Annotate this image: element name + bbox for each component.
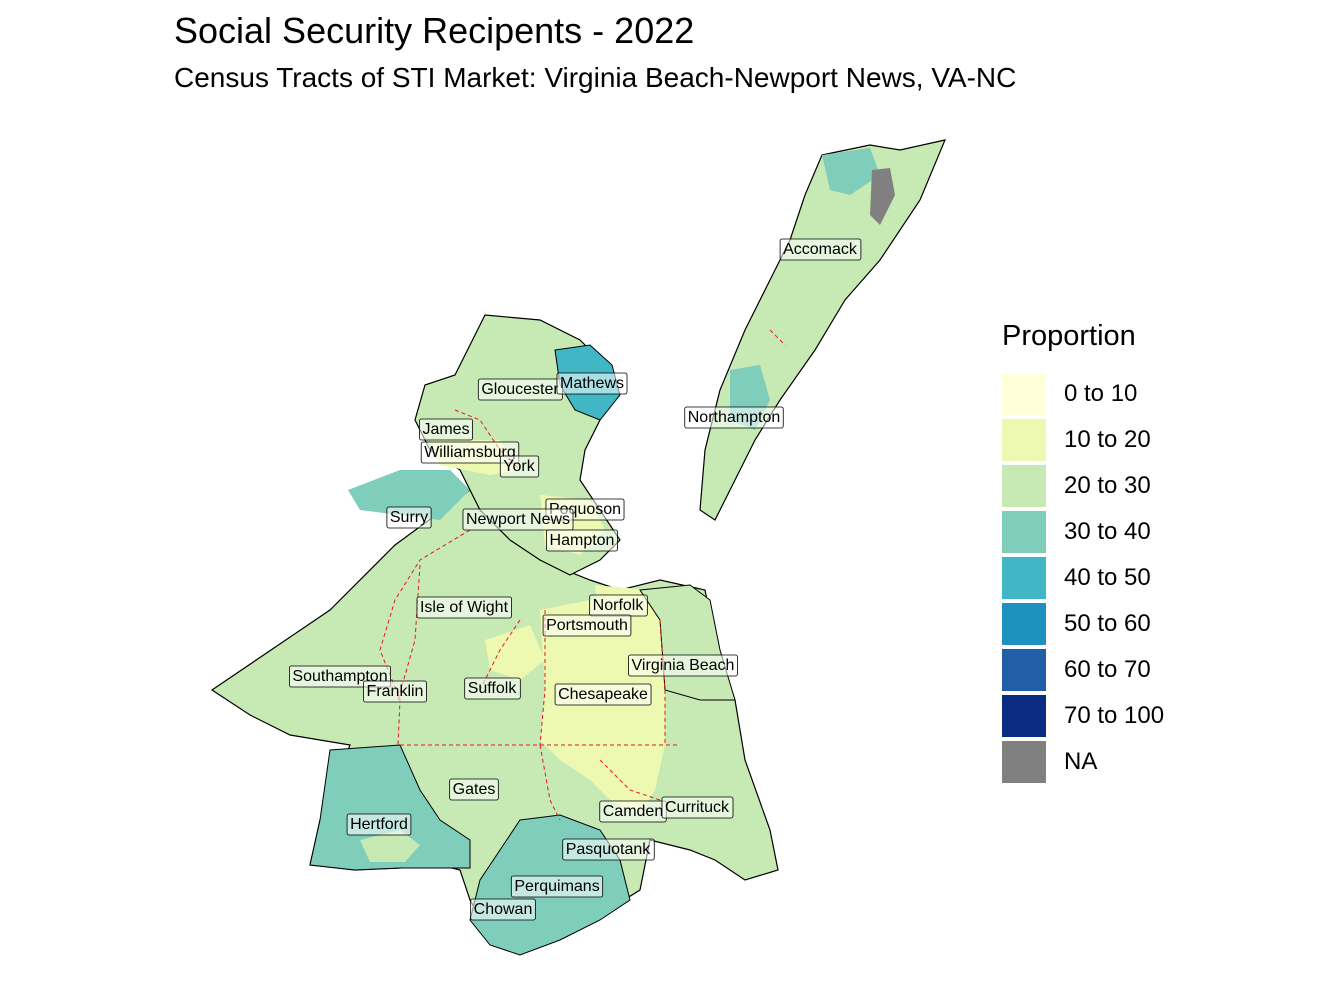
map-title: Social Security Recipents - 2022 bbox=[174, 10, 695, 51]
region-suffolk-east bbox=[485, 625, 545, 680]
svg-text:Southampton: Southampton bbox=[292, 668, 387, 685]
legend-label: NA bbox=[1064, 748, 1098, 775]
place-label-currituck: Currituck bbox=[661, 796, 734, 819]
legend-label: 70 to 100 bbox=[1064, 702, 1165, 729]
legend-swatch bbox=[1002, 557, 1046, 599]
svg-text:Northampton: Northampton bbox=[688, 409, 781, 426]
legend-item: 50 to 60 bbox=[1002, 601, 1222, 647]
legend-swatch bbox=[1002, 603, 1046, 645]
legend-items: 0 to 10 10 to 20 20 to 30 30 to 40 40 to 50 5… bbox=[1002, 371, 1222, 785]
place-label-york: York bbox=[499, 455, 540, 478]
legend-title: Proportion bbox=[1002, 320, 1136, 352]
legend-swatch bbox=[1002, 741, 1046, 783]
place-label-mathews: Mathews bbox=[556, 372, 628, 395]
legend-swatch bbox=[1002, 419, 1046, 461]
legend-swatch bbox=[1002, 649, 1046, 691]
place-label-hertford: Hertford bbox=[346, 813, 412, 836]
region-na bbox=[870, 168, 895, 225]
legend-item: 70 to 100 bbox=[1002, 693, 1222, 739]
place-label-chesapeake: Chesapeake bbox=[554, 683, 652, 706]
place-label-isle-of-wight: Isle of Wight bbox=[416, 596, 512, 619]
svg-text:Accomack: Accomack bbox=[783, 241, 858, 258]
svg-text:Chowan: Chowan bbox=[474, 901, 533, 918]
svg-text:Gloucester: Gloucester bbox=[481, 381, 559, 398]
map-subtitle: Census Tracts of STI Market: Virginia Be… bbox=[174, 62, 1017, 93]
svg-text:Surry: Surry bbox=[390, 509, 428, 526]
legend-swatch bbox=[1002, 373, 1046, 415]
svg-text:Virginia Beach: Virginia Beach bbox=[632, 657, 735, 674]
legend-item: 40 to 50 bbox=[1002, 555, 1222, 601]
svg-text:Norfolk: Norfolk bbox=[593, 597, 645, 614]
svg-text:Mathews: Mathews bbox=[560, 375, 624, 392]
place-label-accomack: Accomack bbox=[779, 238, 862, 261]
region-hertford bbox=[309, 744, 471, 871]
legend-item: 0 to 10 bbox=[1002, 371, 1222, 417]
place-label-gloucester: Gloucester bbox=[477, 378, 563, 401]
place-label-pasquotank: Pasquotank bbox=[562, 838, 655, 861]
region-hertford-inner bbox=[360, 830, 420, 862]
region-accomack-teal bbox=[822, 148, 880, 195]
svg-text:Chesapeake: Chesapeake bbox=[558, 686, 648, 703]
legend-item: 20 to 30 bbox=[1002, 463, 1222, 509]
svg-text:Portsmouth: Portsmouth bbox=[546, 617, 628, 634]
place-label-surry: Surry bbox=[386, 506, 432, 529]
svg-text:York: York bbox=[503, 458, 535, 475]
svg-text:Newport News: Newport News bbox=[466, 511, 570, 528]
svg-text:Camden: Camden bbox=[603, 803, 663, 820]
legend-swatch bbox=[1002, 465, 1046, 507]
legend-item: NA bbox=[1002, 739, 1222, 785]
svg-text:Franklin: Franklin bbox=[367, 683, 424, 700]
place-label-gates: Gates bbox=[449, 778, 499, 801]
place-label-perquimans: Perquimans bbox=[510, 875, 604, 898]
place-label-newport-news: Newport News bbox=[462, 508, 574, 531]
place-label-chowan: Chowan bbox=[470, 898, 536, 921]
legend-label: 50 to 60 bbox=[1064, 610, 1151, 637]
svg-text:Gates: Gates bbox=[453, 781, 496, 798]
legend-swatch bbox=[1002, 511, 1046, 553]
legend-label: 10 to 20 bbox=[1064, 426, 1151, 453]
place-label-hampton: Hampton bbox=[546, 529, 618, 552]
svg-text:Perquimans: Perquimans bbox=[514, 878, 599, 895]
place-label-williamsburg: Williamsburg bbox=[420, 441, 520, 464]
legend-item: 30 to 40 bbox=[1002, 509, 1222, 555]
svg-text:Suffolk: Suffolk bbox=[468, 680, 518, 697]
svg-text:Isle of Wight: Isle of Wight bbox=[420, 599, 509, 616]
place-label-camden: Camden bbox=[599, 800, 667, 823]
legend-item: 60 to 70 bbox=[1002, 647, 1222, 693]
place-label-portsmouth: Portsmouth bbox=[542, 614, 632, 637]
svg-text:Currituck: Currituck bbox=[665, 799, 730, 816]
legend-label: 30 to 40 bbox=[1064, 518, 1151, 545]
place-label-suffolk: Suffolk bbox=[464, 677, 521, 700]
place-label-norfolk: Norfolk bbox=[589, 594, 648, 617]
place-label-james: James bbox=[419, 418, 473, 441]
region-chesapeake bbox=[540, 600, 665, 815]
legend-item: 10 to 20 bbox=[1002, 417, 1222, 463]
svg-text:James: James bbox=[422, 421, 469, 438]
legend-label: 60 to 70 bbox=[1064, 656, 1151, 683]
svg-text:Williamsburg: Williamsburg bbox=[424, 444, 516, 461]
region-surry-teal bbox=[348, 470, 470, 520]
svg-text:Hampton: Hampton bbox=[550, 532, 615, 549]
place-label-northampton: Northampton bbox=[684, 406, 784, 429]
legend: Proportion 0 to 10 10 to 20 20 to 30 30 to … bbox=[1002, 320, 1222, 785]
legend-label: 40 to 50 bbox=[1064, 564, 1151, 591]
svg-text:Pasquotank: Pasquotank bbox=[566, 841, 652, 858]
place-label-virginia-beach: Virginia Beach bbox=[628, 654, 738, 677]
svg-text:Hertford: Hertford bbox=[350, 816, 408, 833]
place-label-franklin: Franklin bbox=[363, 680, 427, 703]
legend-label: 0 to 10 bbox=[1064, 380, 1138, 407]
legend-swatch bbox=[1002, 695, 1046, 737]
legend-label: 20 to 30 bbox=[1064, 472, 1151, 499]
